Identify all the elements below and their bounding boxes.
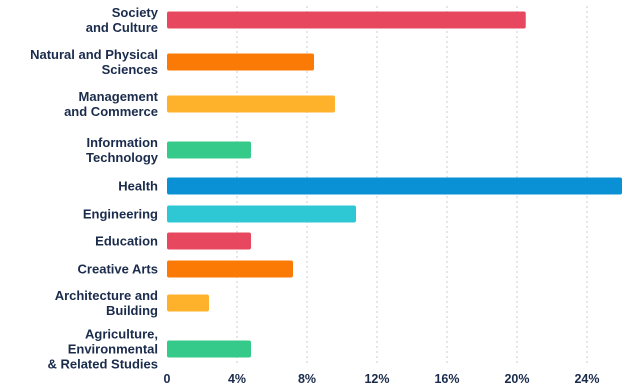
x-tick-label: 20% xyxy=(504,372,529,386)
x-tick-label: 16% xyxy=(434,372,459,386)
category-label-line: and Culture xyxy=(86,20,158,35)
bar xyxy=(167,340,251,358)
bar xyxy=(167,95,335,113)
category-label-line: Education xyxy=(95,234,158,249)
category-label-line: Agriculture, xyxy=(85,327,158,342)
category-label-line: Natural and Physical xyxy=(30,47,158,62)
category-label-line: & Related Studies xyxy=(47,357,158,372)
category-labels: Society and Culture Natural and Physical Sc… xyxy=(30,5,159,372)
category-label: Education xyxy=(95,234,158,249)
category-label: Health xyxy=(118,179,158,194)
bars xyxy=(167,11,622,358)
category-label-line: Health xyxy=(118,179,158,194)
category-label: Agriculture, Environmental & Related Studi… xyxy=(47,327,158,372)
bar xyxy=(167,260,293,278)
category-label-line: Engineering xyxy=(83,207,158,222)
x-tick-label: 0 xyxy=(164,372,171,386)
bar xyxy=(167,53,314,71)
category-label-line: Architecture and xyxy=(55,288,158,303)
bar xyxy=(167,177,622,195)
category-label-line: and Commerce xyxy=(64,104,158,119)
bar xyxy=(167,294,209,312)
category-label: Creative Arts xyxy=(78,262,158,277)
category-label: Society and Culture xyxy=(86,5,159,35)
category-label: Architecture and Building xyxy=(55,288,158,318)
category-label-line: Creative Arts xyxy=(78,262,158,277)
category-label-line: Environmental xyxy=(68,342,158,357)
category-label-line: Building xyxy=(106,303,158,318)
category-label-line: Sciences xyxy=(102,62,158,77)
x-tick-label: 8% xyxy=(298,372,316,386)
category-label: Natural and Physical Sciences xyxy=(30,47,158,77)
category-label-line: Society xyxy=(112,5,159,20)
x-tick-label: 24% xyxy=(574,372,599,386)
category-label-line: Technology xyxy=(86,150,159,165)
category-label-line: Management xyxy=(79,89,159,104)
category-label: Engineering xyxy=(83,207,158,222)
bar xyxy=(167,232,251,250)
bar xyxy=(167,11,526,29)
x-tick-label: 4% xyxy=(228,372,246,386)
bar xyxy=(167,205,356,223)
category-label: Management and Commerce xyxy=(64,89,159,119)
x-tick-labels: 0 4% 8% 12% 16% 20% 24% xyxy=(164,372,600,386)
bar xyxy=(167,141,251,159)
x-tick-label: 12% xyxy=(364,372,389,386)
category-label: Information Technology xyxy=(86,135,159,165)
category-label-line: Information xyxy=(87,135,159,150)
